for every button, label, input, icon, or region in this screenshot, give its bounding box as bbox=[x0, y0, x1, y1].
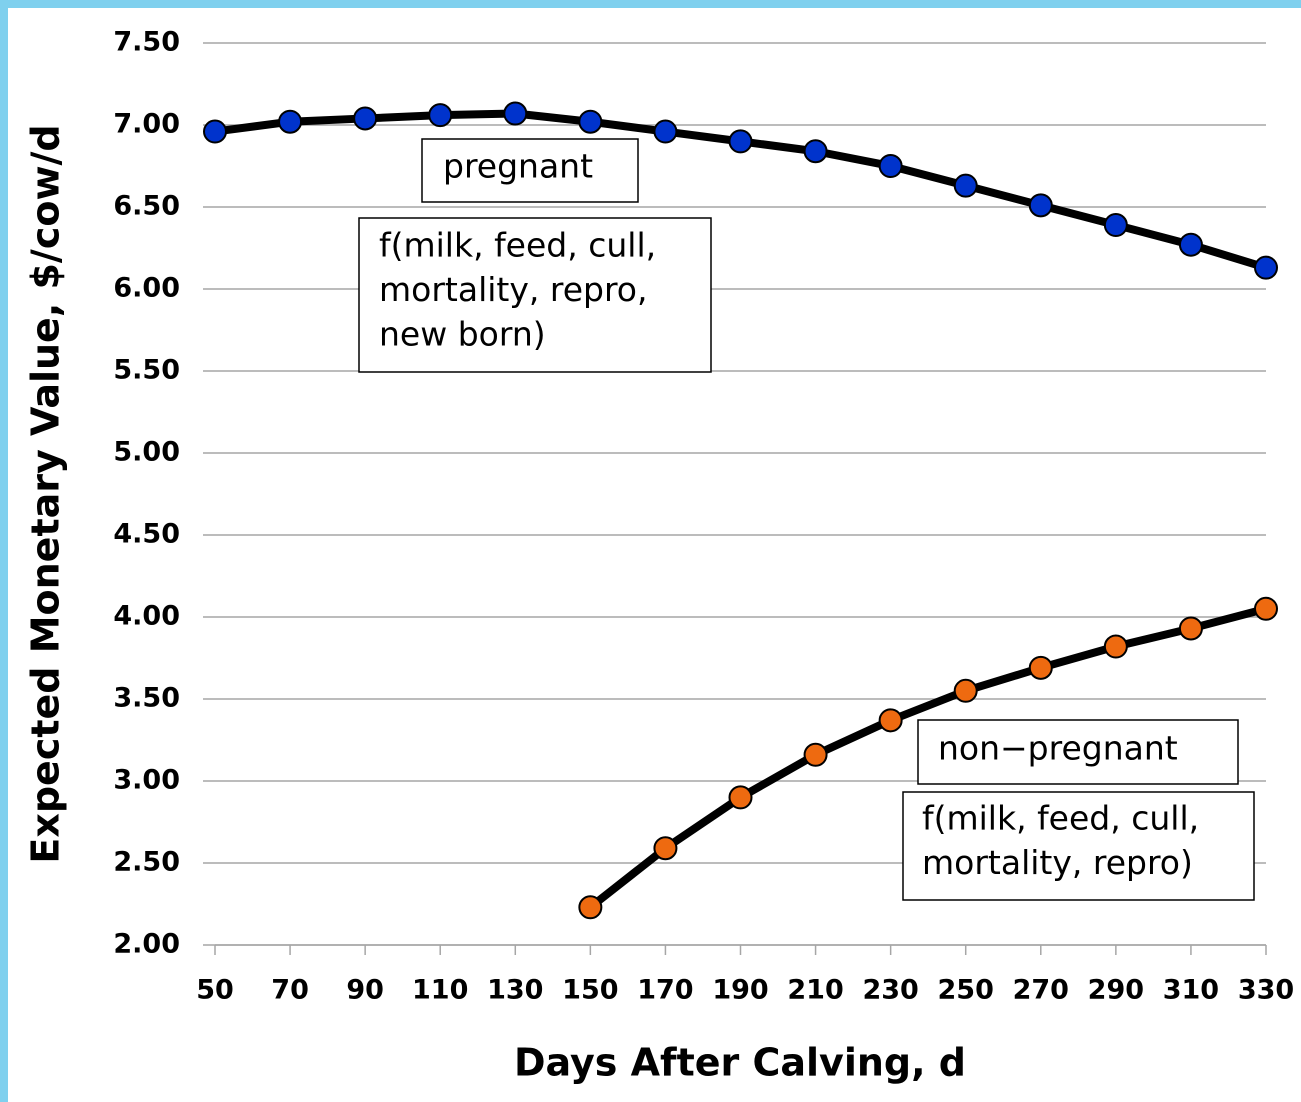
data-point bbox=[653, 836, 678, 861]
x-tick-label: 250 bbox=[938, 975, 994, 1006]
annotation-text: mortality, repro, bbox=[379, 270, 647, 309]
annotation-text: new born) bbox=[379, 315, 546, 354]
x-tick-label: 50 bbox=[196, 975, 234, 1006]
data-point bbox=[1103, 213, 1128, 238]
x-tick-label: 270 bbox=[1013, 975, 1069, 1006]
y-tick-label: 5.00 bbox=[113, 437, 180, 468]
annotation-text: f(milk, feed, cull, bbox=[379, 226, 656, 265]
annotation-text: f(milk, feed, cull, bbox=[922, 799, 1199, 838]
y-axis-title: Expected Monetary Value, $/cow/d bbox=[24, 124, 68, 863]
data-point bbox=[1028, 655, 1053, 680]
data-point bbox=[578, 895, 603, 920]
y-tick-label: 2.50 bbox=[113, 847, 180, 878]
data-point bbox=[728, 129, 753, 154]
annotation-box bbox=[358, 217, 712, 373]
data-point bbox=[1254, 255, 1278, 280]
series-line bbox=[587, 604, 1268, 911]
data-point bbox=[1178, 616, 1203, 641]
data-point bbox=[1103, 634, 1128, 659]
x-tick-label: 290 bbox=[1088, 975, 1144, 1006]
x-tick-label: 230 bbox=[862, 975, 918, 1006]
x-axis-title: Days After Calving, d bbox=[514, 1041, 966, 1085]
y-tick-label: 4.50 bbox=[113, 519, 180, 550]
y-tick-label: 6.50 bbox=[113, 191, 180, 222]
annotation-text: mortality, repro) bbox=[922, 843, 1193, 882]
data-point bbox=[1178, 232, 1203, 257]
y-tick-label: 7.00 bbox=[113, 109, 180, 140]
annotation-box bbox=[902, 791, 1255, 901]
x-tick-label: 110 bbox=[412, 975, 468, 1006]
data-point bbox=[1028, 193, 1053, 218]
data-point bbox=[878, 708, 903, 733]
data-point bbox=[953, 173, 978, 198]
plot-background bbox=[8, 8, 1301, 1102]
data-point bbox=[653, 119, 678, 144]
y-tick-label: 3.00 bbox=[113, 765, 180, 796]
y-tick-label: 2.00 bbox=[113, 929, 180, 960]
data-point bbox=[803, 139, 828, 164]
x-tick-label: 170 bbox=[637, 975, 693, 1006]
annotation-box bbox=[421, 138, 639, 203]
x-tick-label: 310 bbox=[1163, 975, 1219, 1006]
x-tick-label: 190 bbox=[712, 975, 768, 1006]
data-point bbox=[803, 742, 828, 767]
x-tick-label: 90 bbox=[346, 975, 384, 1006]
data-point bbox=[578, 109, 603, 134]
data-point bbox=[353, 106, 378, 131]
data-point bbox=[278, 109, 303, 134]
data-point bbox=[878, 154, 903, 178]
x-tick-label: 330 bbox=[1238, 975, 1294, 1006]
x-tick-label: 210 bbox=[787, 975, 843, 1006]
x-tick-label: 150 bbox=[562, 975, 618, 1006]
annotation-box bbox=[917, 719, 1239, 785]
data-point bbox=[1254, 596, 1278, 621]
y-tick-label: 6.00 bbox=[113, 273, 180, 304]
y-tick-label: 3.50 bbox=[113, 683, 180, 714]
data-point bbox=[428, 103, 453, 128]
x-tick-label: 130 bbox=[487, 975, 543, 1006]
data-point bbox=[953, 678, 978, 703]
x-tick-label: 70 bbox=[271, 975, 309, 1006]
data-point bbox=[728, 785, 753, 810]
y-tick-label: 7.50 bbox=[113, 27, 180, 58]
y-tick-label: 5.50 bbox=[113, 355, 180, 386]
annotation-text: non−pregnant bbox=[938, 729, 1178, 768]
data-point bbox=[503, 101, 528, 126]
annotation-text: pregnant bbox=[443, 147, 593, 186]
y-tick-label: 4.00 bbox=[113, 601, 180, 632]
data-point bbox=[203, 119, 227, 144]
